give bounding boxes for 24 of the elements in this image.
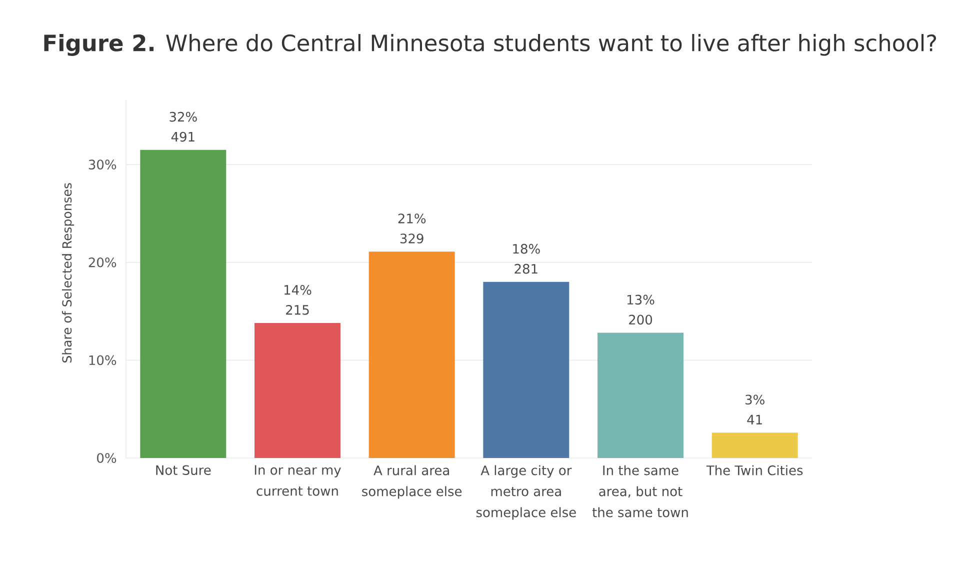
- data-label: 3% 41: [746, 394, 764, 424]
- bar: [368, 252, 455, 458]
- data-label: 14% 215: [284, 284, 312, 315]
- bar: [598, 332, 684, 458]
- data-label: 21% 329: [398, 214, 426, 244]
- y-tick-label: 30%: [88, 160, 116, 170]
- y-tick-label: 20%: [88, 257, 116, 268]
- bar: [712, 432, 798, 458]
- x-tick-label: A rural area someplace else: [362, 465, 462, 499]
- data-label: 13% 200: [627, 294, 654, 325]
- y-axis-title: Share of Selected Responses: [62, 183, 74, 362]
- x-tick-label: A large city or metro area someplace else: [476, 465, 576, 520]
- x-tick-label: Not Sure: [156, 465, 211, 476]
- x-tick-label: In or near my current town: [254, 465, 341, 496]
- data-label: 18% 281: [513, 244, 540, 274]
- x-tick-label: In the same area, but not the same town: [592, 465, 688, 518]
- data-label: 32% 491: [170, 112, 197, 142]
- y-tick-label: 10%: [89, 355, 116, 366]
- bar: [483, 282, 570, 458]
- bar: [140, 150, 226, 458]
- y-tick-label: 0%: [97, 453, 116, 463]
- chart-title: Figure 2. Where do Central Minnesota students want to live after high school?: [44, 34, 936, 56]
- bar: [254, 323, 340, 458]
- x-tick-label: The Twin Cities: [706, 465, 803, 476]
